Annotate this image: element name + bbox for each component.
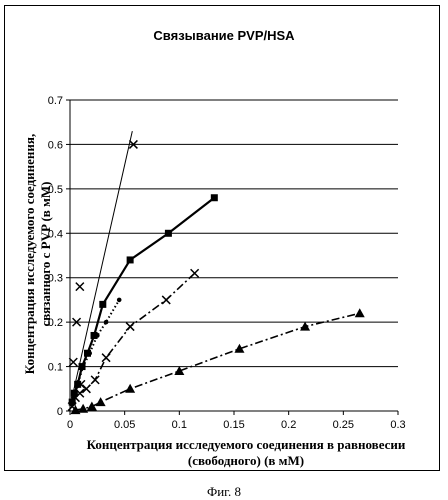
figure-frame (4, 5, 440, 471)
x-tick-label-6: 0.3 (390, 419, 405, 431)
y-tick-label-7: 0.7 (48, 95, 63, 107)
series-2-point-5 (103, 319, 109, 325)
figure-caption: Фиг. 8 (206, 484, 242, 499)
chart-title: Связывание PVP/HSA (153, 28, 295, 43)
x-tick-label-1: 0.05 (114, 419, 135, 431)
series-1-point-9 (210, 194, 218, 202)
series-4-point-3 (95, 397, 106, 407)
x-tick-label-4: 0.2 (281, 419, 296, 431)
series-3-point-7 (161, 295, 171, 305)
y-tick-label-4: 0.4 (48, 228, 63, 240)
series-4-point-2 (86, 401, 97, 411)
series-0-point-2 (75, 282, 85, 292)
series-0-point-1 (72, 317, 82, 327)
y-tick-label-6: 0.6 (48, 139, 63, 151)
series-0-point-4 (128, 139, 138, 149)
y-tick-label-2: 0.2 (48, 317, 63, 329)
series-4-point-5 (174, 366, 185, 376)
series-4-point-8 (354, 308, 365, 318)
series-4-point-1 (78, 403, 89, 413)
y-tick-label-5: 0.5 (48, 184, 63, 196)
x-tick-label-0: 0 (67, 419, 73, 431)
series-2-point-4 (95, 333, 100, 338)
series-2-point-1 (75, 382, 80, 387)
x-tick-label-3: 0.15 (223, 419, 244, 431)
series-1-point-6 (99, 300, 107, 308)
series-3-point-5 (101, 353, 111, 363)
y-tick-label-3: 0.3 (48, 273, 63, 285)
series-3-point-8 (190, 268, 200, 278)
series-1-point-8 (164, 229, 172, 237)
x-axis-label-line-2: (свободного) (в мМ) (187, 453, 305, 468)
series-1-line (71, 196, 215, 403)
series-3-point-4 (90, 375, 100, 385)
series-4-point-0 (70, 405, 81, 415)
x-tick-label-2: 0.1 (172, 419, 187, 431)
x-axis-label: Концентрация исследуемого соединения в р… (44, 437, 448, 469)
y-tick-label-1: 0.1 (48, 362, 63, 374)
series-1-point-5 (90, 331, 98, 339)
x-axis-label-line-1: Концентрация исследуемого соединения в р… (86, 437, 406, 452)
series-3-point-3 (81, 384, 91, 394)
series-4-line (75, 312, 360, 411)
series-4-point-7 (300, 321, 311, 331)
x-tick-label-5: 0.25 (333, 419, 354, 431)
series-3-line (71, 272, 196, 407)
series-3-point-2 (75, 388, 85, 398)
y-tick-label-0: 0 (57, 406, 63, 418)
series-2-point-2 (80, 364, 86, 369)
series-0-line (69, 130, 133, 407)
series-1-point-0 (68, 398, 76, 406)
series-3-point-6 (125, 322, 135, 332)
series-2-point-3 (87, 350, 92, 356)
series-0-point-0 (68, 357, 78, 367)
series-1-point-7 (126, 256, 134, 264)
series-4-point-6 (234, 343, 245, 353)
series-4-point-4 (125, 383, 136, 393)
series-2-point-6 (116, 297, 122, 303)
